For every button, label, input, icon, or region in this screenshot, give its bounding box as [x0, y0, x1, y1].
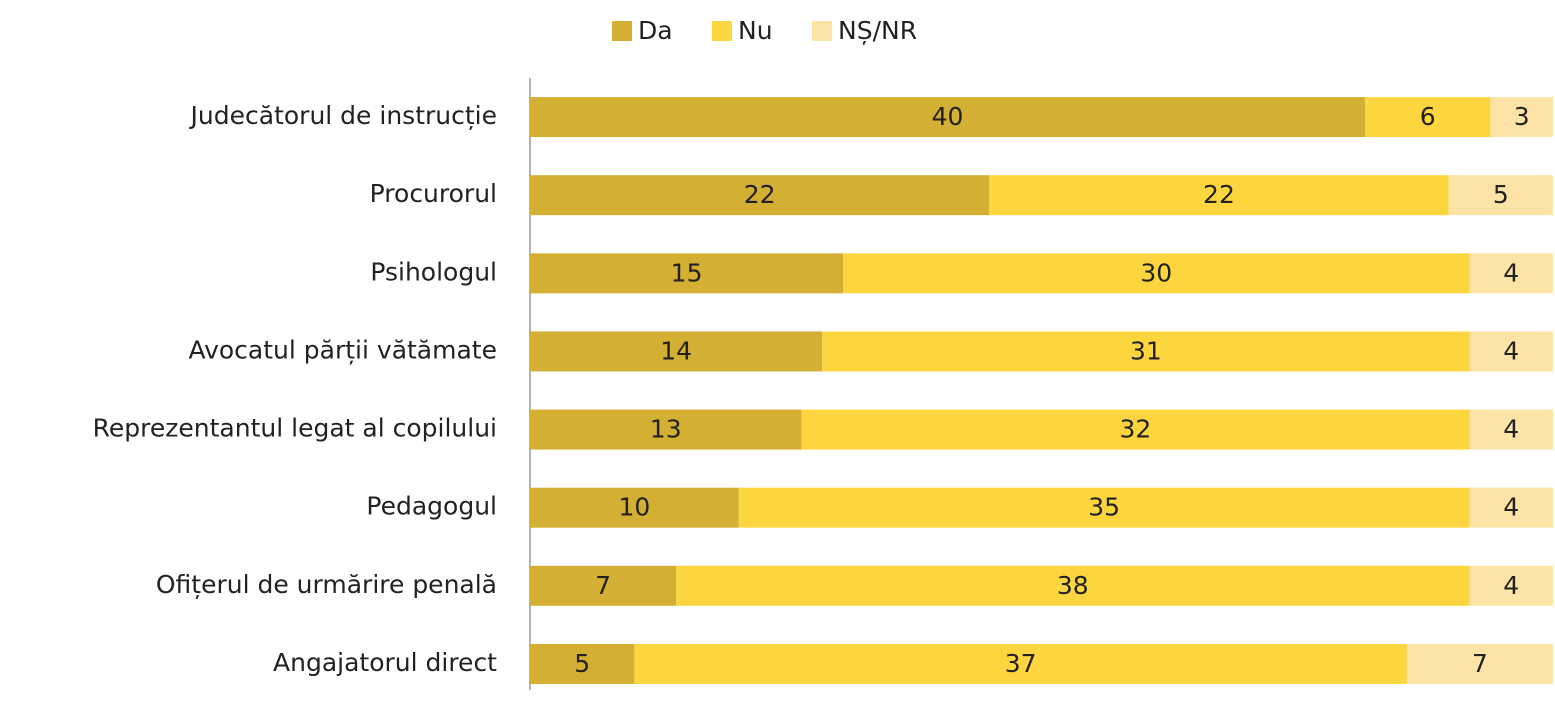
- bar-segment: [1469, 409, 1553, 450]
- data-label: 6: [1420, 102, 1436, 131]
- bar-segment: [738, 487, 1470, 528]
- data-label: 4: [1503, 571, 1519, 600]
- bar-segment: [1448, 175, 1553, 216]
- bar-segment: [1490, 97, 1553, 138]
- bar-segment: [530, 487, 739, 528]
- bar-segment: [1365, 97, 1491, 138]
- data-label: 13: [650, 415, 682, 444]
- bar-segment: [843, 253, 1470, 294]
- bar-segment: [1469, 565, 1553, 606]
- bar-segment: [822, 331, 1470, 372]
- legend-swatch: [712, 21, 732, 41]
- data-label: 40: [932, 102, 964, 131]
- data-label: 22: [744, 180, 776, 209]
- bar-segment: [530, 331, 823, 372]
- y-tick-label: Procurorul: [370, 179, 497, 208]
- data-label: 31: [1130, 336, 1162, 365]
- legend-label: NȘ/NR: [838, 16, 917, 45]
- bar-segment: [989, 175, 1449, 216]
- bar-segment: [676, 565, 1470, 606]
- data-label: 38: [1057, 571, 1089, 600]
- legend-swatch: [812, 21, 832, 41]
- data-label: 37: [1005, 649, 1037, 678]
- bar-segment: [1469, 331, 1553, 372]
- legend-swatch: [612, 21, 632, 41]
- bar-segment: [530, 409, 802, 450]
- legend-label: Da: [638, 16, 673, 45]
- data-label: 4: [1503, 415, 1519, 444]
- data-label: 5: [1493, 180, 1509, 209]
- data-label: 22: [1203, 180, 1235, 209]
- bar-segment: [1406, 643, 1553, 684]
- data-label: 4: [1503, 493, 1519, 522]
- bar-segment: [530, 565, 677, 606]
- bar-segment: [1469, 253, 1553, 294]
- data-label: 4: [1503, 336, 1519, 365]
- bar-segment: [1469, 487, 1553, 528]
- data-label: 32: [1120, 415, 1152, 444]
- data-label: 7: [595, 571, 611, 600]
- bar-segment: [530, 253, 844, 294]
- y-tick-label: Ofițerul de urmărire penală: [156, 570, 497, 599]
- y-tick-label: Judecătorul de instrucție: [189, 101, 497, 130]
- y-tick-label: Psihologul: [370, 257, 497, 286]
- y-tick-label: Avocatul părții vătămate: [188, 335, 497, 364]
- data-label: 15: [671, 258, 703, 287]
- data-label: 7: [1472, 649, 1488, 678]
- data-label: 35: [1088, 493, 1120, 522]
- data-label: 14: [660, 336, 692, 365]
- data-label: 3: [1514, 102, 1530, 131]
- bar-segment: [530, 175, 990, 216]
- bar-segment: [634, 643, 1407, 684]
- data-label: 10: [618, 493, 650, 522]
- data-label: 4: [1503, 258, 1519, 287]
- y-tick-label: Angajatorul direct: [273, 648, 497, 677]
- data-label: 5: [574, 649, 590, 678]
- bar-segment: [530, 97, 1366, 138]
- data-label: 30: [1140, 258, 1172, 287]
- bar-segment: [530, 643, 635, 684]
- legend-label: Nu: [738, 16, 773, 45]
- y-tick-label: Pedagogul: [366, 492, 497, 521]
- y-tick-label: Reprezentantul legat al copilului: [93, 414, 497, 443]
- bar-segment: [801, 409, 1470, 450]
